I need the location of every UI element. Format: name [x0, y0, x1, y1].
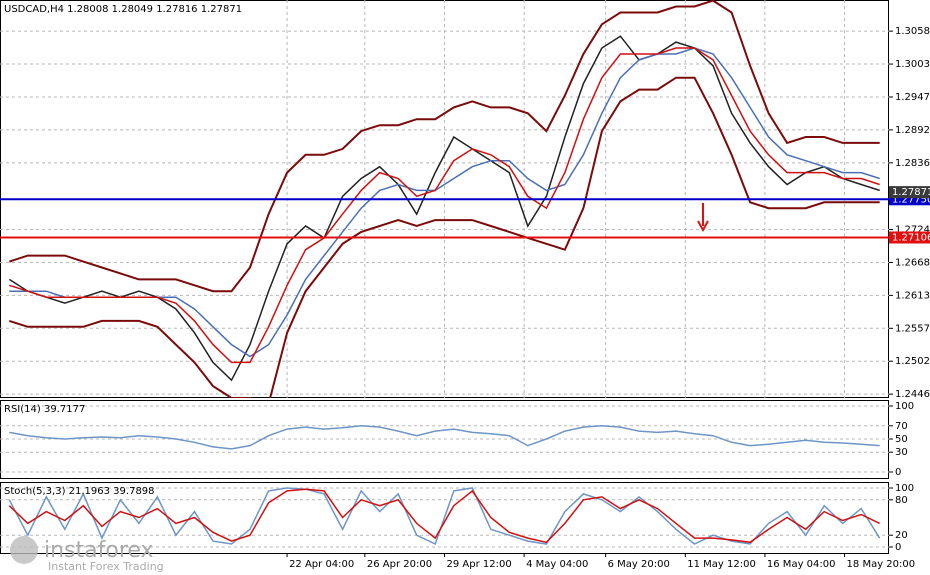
y-tick-label: 1.24465 — [895, 389, 930, 400]
x-tick-label: 4 May 04:00 — [526, 559, 588, 570]
series-line — [8, 76, 880, 398]
x-tick-label: 6 May 20:00 — [608, 559, 670, 570]
y-tick-label: 0 — [895, 542, 901, 553]
x-tick-label: 11 May 12:00 — [687, 559, 756, 570]
y-tick-label: 100 — [895, 483, 914, 494]
x-tick-label: 16 May 04:00 — [767, 559, 836, 570]
series-line — [8, 35, 880, 382]
price-level-label: 1.27106 — [892, 232, 930, 243]
y-tick-label: 70 — [895, 421, 908, 432]
y-tick-label: 1.29475 — [895, 92, 930, 103]
series-line — [8, 0, 880, 293]
y-tick-label: 1.25020 — [895, 356, 930, 367]
logo-icon — [10, 536, 38, 564]
y-tick-label: 80 — [895, 495, 908, 506]
y-tick-label: 30 — [895, 447, 908, 458]
y-tick-label: 50 — [895, 434, 908, 445]
series-line — [9, 47, 880, 364]
last-price-box — [889, 186, 930, 199]
series-line — [9, 425, 880, 450]
series-line — [8, 488, 881, 544]
last-price-label: 1.27871 — [892, 187, 930, 198]
y-tick-label: 20 — [895, 530, 908, 541]
x-tick-label: 29 Apr 12:00 — [447, 559, 512, 570]
price-level-box — [889, 231, 930, 244]
panel-title: Stoch(5,3,3) 21.1963 39.7898 — [4, 486, 155, 497]
x-tick-label: 26 Apr 20:00 — [367, 559, 432, 570]
y-tick-label: 0 — [895, 467, 901, 478]
down-arrow — [697, 203, 709, 233]
y-tick-label: 1.28920 — [895, 125, 930, 136]
y-tick-label: 1.30030 — [895, 59, 930, 70]
x-tick-label: 18 May 20:00 — [847, 559, 916, 570]
watermark-brand: instaforex — [44, 538, 154, 563]
y-tick-label: 100 — [895, 401, 914, 412]
logo — [10, 536, 38, 564]
price-level-label: 1.27750 — [892, 194, 930, 205]
x-tick-label: 22 Apr 04:00 — [289, 559, 354, 570]
y-tick-label: 1.30585 — [895, 26, 930, 37]
y-tick-label: 1.28365 — [895, 158, 930, 169]
y-tick-label: 1.26685 — [895, 257, 930, 268]
panel-title: USDCAD,H4 1.28008 1.28049 1.27816 1.2787… — [4, 4, 242, 15]
y-tick-label: 1.27240 — [895, 225, 930, 236]
y-tick-label: 1.26130 — [895, 290, 930, 301]
panel-title: RSI(14) 39.7177 — [4, 404, 85, 415]
watermark-tagline: Instant Forex Trading — [48, 560, 164, 573]
series-line — [8, 487, 881, 546]
y-tick-label: 1.25575 — [895, 323, 930, 334]
